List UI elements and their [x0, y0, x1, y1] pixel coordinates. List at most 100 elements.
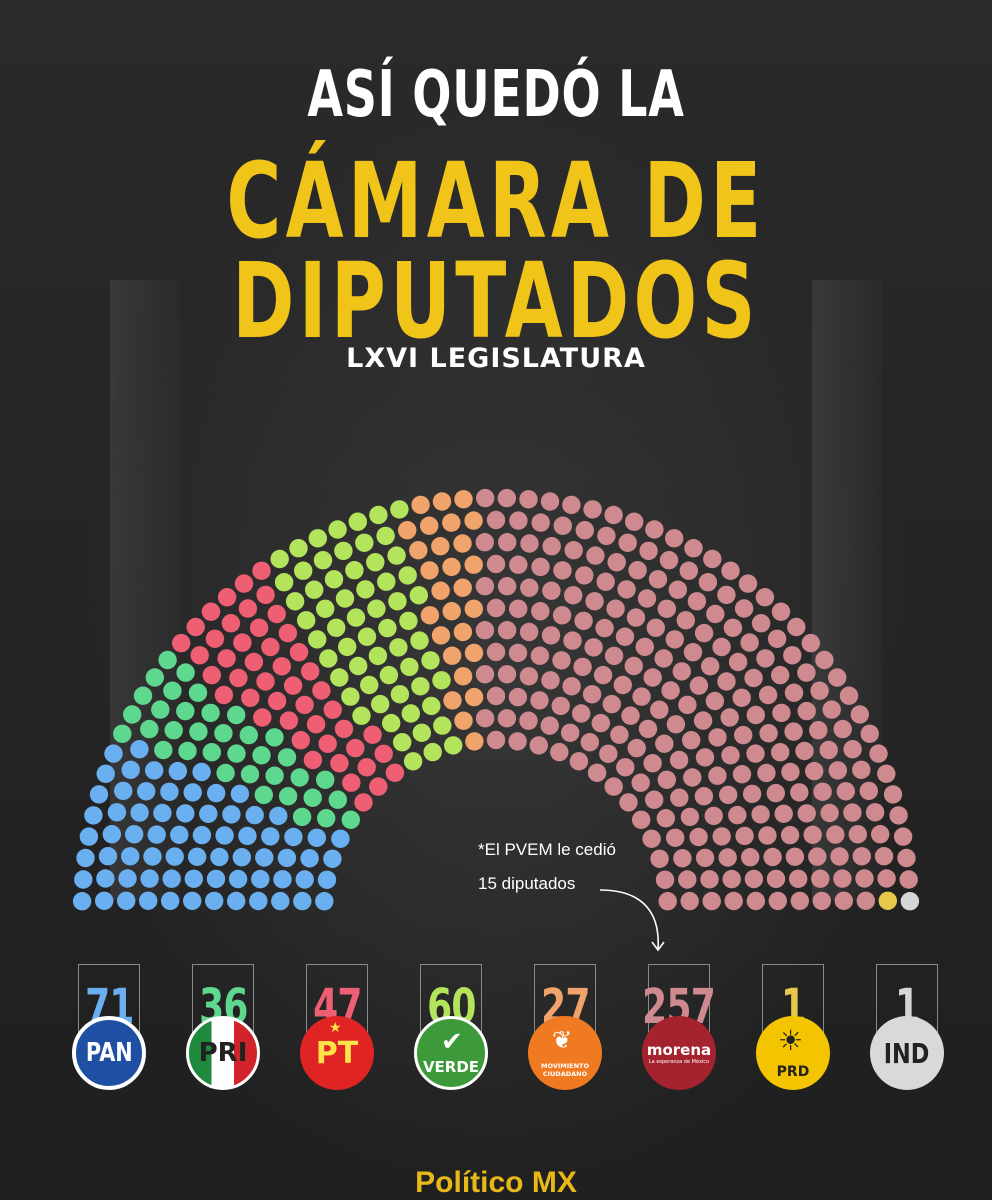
seat-pt — [205, 629, 225, 648]
seat-pan — [207, 783, 226, 803]
seat-morena — [619, 793, 638, 812]
seat-pt — [252, 561, 271, 580]
seat-movimiento-ciudadano — [464, 511, 483, 530]
seat-verde — [390, 685, 410, 704]
seat-morena — [531, 557, 550, 577]
seat-morena — [746, 891, 765, 911]
star-icon: ★ — [329, 1020, 342, 1036]
seat-pri — [164, 721, 183, 740]
seat-morena — [772, 703, 791, 723]
seat-morena — [654, 649, 673, 668]
seat-pan — [161, 891, 180, 911]
seat-pri — [277, 748, 297, 767]
seat-pan — [187, 847, 207, 866]
seat-morena — [615, 627, 635, 646]
seat-ind — [900, 892, 920, 911]
seat-morena — [746, 744, 765, 763]
seat-verde — [330, 668, 349, 687]
seat-morena — [637, 589, 657, 608]
seat-morena — [638, 719, 658, 739]
seat-movimiento-ciudadano — [464, 599, 483, 618]
seat-pan — [295, 870, 314, 889]
seat-morena — [708, 728, 727, 747]
seat-pt — [279, 711, 299, 730]
seat-pan — [107, 803, 127, 822]
seat-pt — [289, 643, 309, 662]
seat-pan — [315, 892, 334, 911]
seat-morena — [669, 750, 689, 770]
seat-morena — [834, 891, 853, 910]
seat-morena — [573, 657, 592, 677]
seat-morena — [564, 586, 583, 605]
seat-morena — [883, 785, 903, 804]
seat-morena — [668, 580, 687, 599]
morena-logo-icon: morena La esperanza de México — [642, 1016, 716, 1090]
seat-morena — [721, 746, 740, 765]
seat-morena — [508, 732, 527, 751]
seat-morena — [679, 561, 698, 580]
seat-pri — [227, 705, 246, 725]
seat-verde — [355, 533, 374, 552]
seat-pt — [334, 719, 354, 739]
seat-pan — [206, 869, 226, 889]
seat-morena — [593, 665, 613, 685]
seat-morena — [722, 869, 741, 889]
seat-morena — [639, 541, 658, 561]
seat-morena — [475, 533, 494, 552]
seat-morena — [785, 847, 805, 866]
seat-morena — [742, 784, 762, 804]
seat-prd — [878, 891, 897, 910]
seat-pt — [278, 623, 298, 643]
seat-morena — [508, 687, 528, 707]
seat-morena — [655, 734, 674, 753]
seat-morena — [718, 848, 737, 867]
seat-verde — [297, 611, 316, 630]
footer-brand: Político MX — [415, 1166, 577, 1199]
seat-verde — [433, 716, 452, 735]
seat-morena — [728, 805, 747, 825]
seat-verde — [444, 736, 463, 755]
seat-verde — [401, 704, 420, 723]
seat-pri — [316, 770, 335, 789]
seat-pri — [328, 790, 347, 809]
seat-morena — [683, 643, 703, 662]
seat-morena — [815, 650, 834, 670]
seat-morena — [893, 827, 913, 846]
seat-morena — [789, 869, 808, 888]
seat-pan — [139, 891, 158, 910]
seat-movimiento-ciudadano — [420, 561, 439, 580]
seat-pt — [312, 681, 331, 700]
seat-verde — [422, 696, 441, 716]
seat-morena — [678, 870, 697, 889]
seat-movimiento-ciudadano — [464, 687, 484, 707]
seat-morena — [704, 806, 723, 826]
seat-pt — [214, 685, 234, 705]
seat-pri — [254, 785, 273, 805]
seat-verde — [328, 520, 347, 539]
seat-verde — [327, 618, 346, 637]
seat-verde — [274, 573, 294, 592]
seat-verde — [388, 592, 407, 611]
seat-pt — [301, 662, 320, 681]
seat-pt — [283, 676, 303, 695]
seat-pt — [291, 731, 310, 750]
seat-pan — [238, 826, 257, 846]
seat-morena — [497, 621, 517, 640]
seat-verde — [390, 500, 409, 519]
seat-pri — [189, 722, 208, 741]
seat-morena — [787, 617, 806, 637]
seat-pan — [145, 761, 164, 780]
seat-movimiento-ciudadano — [442, 602, 461, 621]
seat-pan — [227, 891, 246, 911]
seat-pan — [184, 869, 203, 888]
seat-morena — [819, 740, 838, 760]
seat-pt — [346, 738, 365, 758]
seat-morena — [683, 768, 702, 787]
seat-morena — [648, 570, 668, 589]
seat-morena — [618, 533, 637, 552]
seat-morena — [587, 763, 607, 782]
seat-morena — [666, 828, 685, 847]
seat-pri — [278, 787, 298, 806]
seat-morena — [670, 788, 689, 807]
seat-verde — [313, 551, 333, 570]
